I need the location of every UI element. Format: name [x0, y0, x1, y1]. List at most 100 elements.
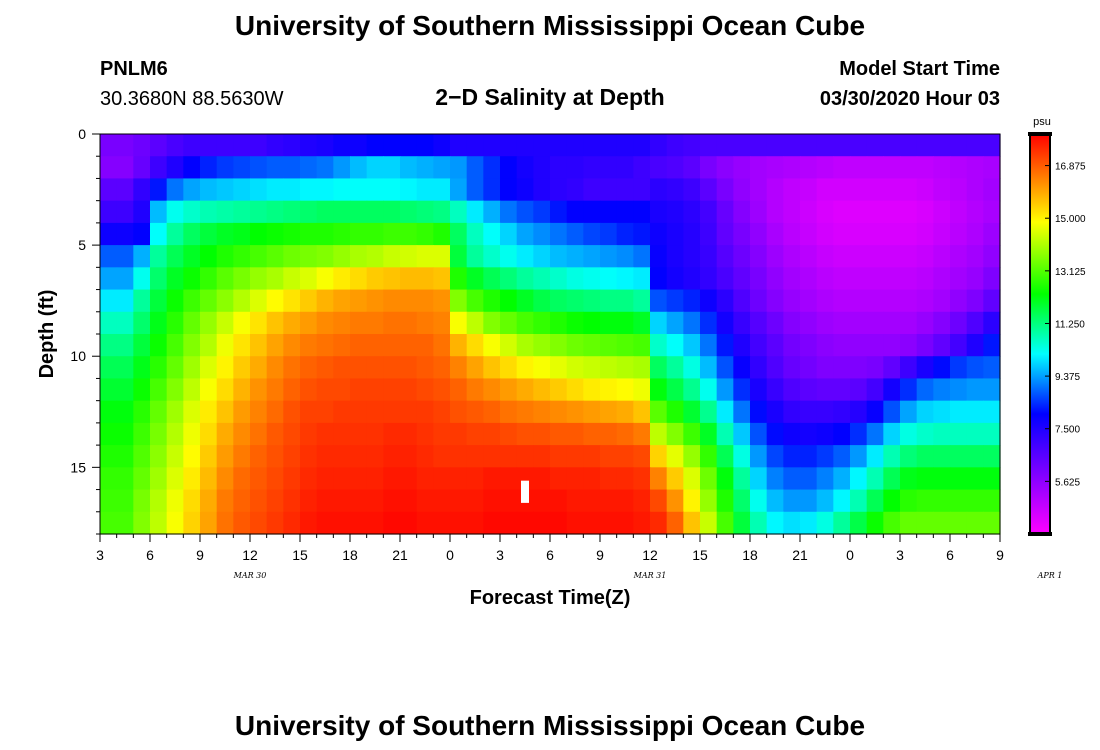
- date-label: APR 1: [1037, 571, 1063, 580]
- heatmap-cell: [900, 400, 918, 424]
- heatmap-cell: [950, 334, 968, 357]
- heatmap-cell: [450, 245, 468, 268]
- heatmap-cell: [766, 311, 784, 335]
- heatmap-cell: [716, 334, 734, 357]
- heatmap-cell: [733, 356, 751, 380]
- heatmap-cell: [550, 222, 568, 246]
- heatmap-cell: [116, 400, 134, 424]
- heatmap-cell: [466, 311, 484, 335]
- heatmap-cell: [316, 422, 334, 446]
- heatmap-cell: [850, 422, 868, 446]
- heatmap-cell: [983, 334, 1001, 357]
- heatmap-cell: [466, 356, 484, 380]
- heatmap-cell: [183, 400, 201, 424]
- heatmap-cell: [350, 156, 368, 180]
- x-tick-label: 0: [846, 547, 854, 563]
- heatmap-cell: [750, 445, 768, 468]
- heatmap-cell: [216, 134, 234, 157]
- heatmap-cell: [200, 200, 218, 224]
- heatmap-cell: [850, 489, 868, 513]
- x-tick-label: 9: [996, 547, 1004, 563]
- colorbar-cap-bottom: [1028, 532, 1052, 536]
- heatmap-cell: [666, 156, 684, 180]
- heatmap-cell: [133, 134, 151, 157]
- heatmap-cell: [600, 156, 618, 180]
- heatmap-cell: [633, 511, 651, 535]
- heatmap-cell: [900, 156, 918, 180]
- heatmap-cell: [666, 511, 684, 535]
- heatmap-cell: [116, 422, 134, 446]
- model-start-label: Model Start Time: [839, 58, 1000, 80]
- heatmap-cell: [716, 356, 734, 380]
- heatmap-cell: [483, 178, 501, 202]
- heatmap-cell: [850, 378, 868, 402]
- heatmap-cell: [133, 267, 151, 291]
- heatmap-cell: [483, 289, 501, 313]
- heatmap-cell: [700, 200, 718, 224]
- heatmap-cell: [766, 378, 784, 402]
- heatmap-cell: [466, 334, 484, 357]
- heatmap-cell: [666, 378, 684, 402]
- heatmap-cell: [733, 200, 751, 224]
- x-tick-label: 12: [642, 547, 658, 563]
- heatmap-cell: [100, 489, 118, 513]
- heatmap-cell: [400, 422, 418, 446]
- heatmap-cell: [650, 156, 668, 180]
- heatmap-cell: [183, 156, 201, 180]
- heatmap-cell: [566, 200, 584, 224]
- heatmap-cell: [833, 178, 851, 202]
- heatmap-cell: [650, 222, 668, 246]
- heatmap-cell: [800, 400, 818, 424]
- heatmap-cell: [450, 311, 468, 335]
- heatmap-cell: [300, 245, 318, 268]
- heatmap-cell: [966, 134, 984, 157]
- heatmap-cell: [583, 222, 601, 246]
- heatmap-cell: [116, 467, 134, 491]
- heatmap-cell: [550, 445, 568, 468]
- heatmap-cell: [800, 311, 818, 335]
- heatmap-cell: [966, 289, 984, 313]
- heatmap-cell: [716, 289, 734, 313]
- heatmap-cell: [450, 467, 468, 491]
- heatmap-cell: [750, 400, 768, 424]
- heatmap-cell: [983, 134, 1001, 157]
- heatmap-cell: [783, 289, 801, 313]
- heatmap-cell: [266, 156, 284, 180]
- heatmap-cell: [150, 267, 168, 291]
- heatmap-cell: [866, 267, 884, 291]
- heatmap-cell: [700, 334, 718, 357]
- x-axis-label: Forecast Time(Z): [470, 587, 631, 609]
- heatmap-cell: [800, 378, 818, 402]
- heatmap-cell: [816, 445, 834, 468]
- heatmap-cell: [216, 356, 234, 380]
- heatmap-cell: [583, 156, 601, 180]
- heatmap-cell: [916, 356, 934, 380]
- heatmap-cell: [266, 467, 284, 491]
- heatmap-cell: [650, 200, 668, 224]
- heatmap-cell: [333, 156, 351, 180]
- heatmap-cell: [833, 356, 851, 380]
- heatmap-cell: [566, 311, 584, 335]
- heatmap-cell: [616, 156, 634, 180]
- heatmap-cell: [700, 178, 718, 202]
- heatmap-cell: [566, 467, 584, 491]
- heatmap-cell: [816, 289, 834, 313]
- heatmap-cell: [783, 400, 801, 424]
- station-id: PNLM6: [100, 58, 168, 80]
- heatmap-cell: [616, 311, 634, 335]
- colorbar-tick-label: 11.250: [1055, 319, 1085, 330]
- heatmap-cell: [533, 222, 551, 246]
- heatmap-cell: [433, 356, 451, 380]
- heatmap-cell: [333, 267, 351, 291]
- heatmap-cell: [866, 134, 884, 157]
- heatmap-cell: [950, 356, 968, 380]
- heatmap-cell: [816, 200, 834, 224]
- heatmap-cell: [900, 467, 918, 491]
- x-tick-label: 3: [496, 547, 504, 563]
- heatmap-cell: [566, 289, 584, 313]
- heatmap-cell: [416, 356, 434, 380]
- heatmap-cell: [833, 267, 851, 291]
- heatmap-cell: [233, 422, 251, 446]
- heatmap-cell: [233, 245, 251, 268]
- heatmap-cell: [266, 222, 284, 246]
